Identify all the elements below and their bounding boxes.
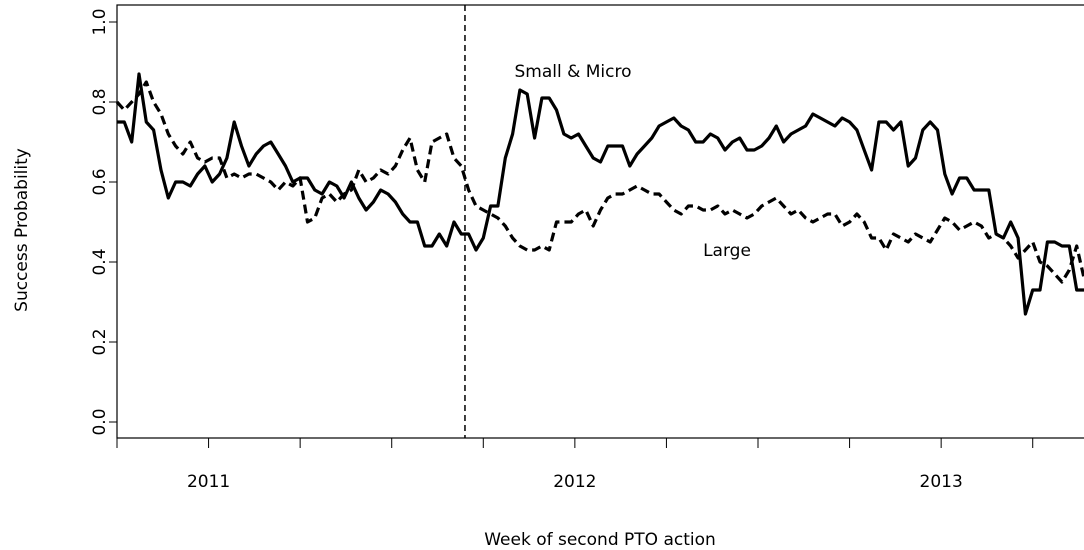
series-line: [115, 80, 1084, 284]
y-tick-label: 0.4: [90, 248, 110, 275]
series-line: [117, 72, 1084, 316]
y-tick-label: 0.8: [90, 88, 110, 115]
y-axis-label: Success Probability: [12, 148, 32, 312]
annotation: Small & Micro: [514, 62, 631, 82]
y-tick-label: 0.2: [90, 328, 110, 355]
x-axis-label: Week of second PTO action: [484, 530, 716, 550]
annotation: Large: [703, 241, 751, 261]
x-tick-label: 2012: [553, 472, 596, 492]
y-tick-label: 0.0: [90, 408, 110, 435]
y-tick-label: 1.0: [90, 8, 110, 35]
x-tick-label: 2013: [920, 472, 963, 492]
y-tick-label: 0.6: [90, 168, 110, 195]
x-tick-label: 2011: [187, 472, 230, 492]
